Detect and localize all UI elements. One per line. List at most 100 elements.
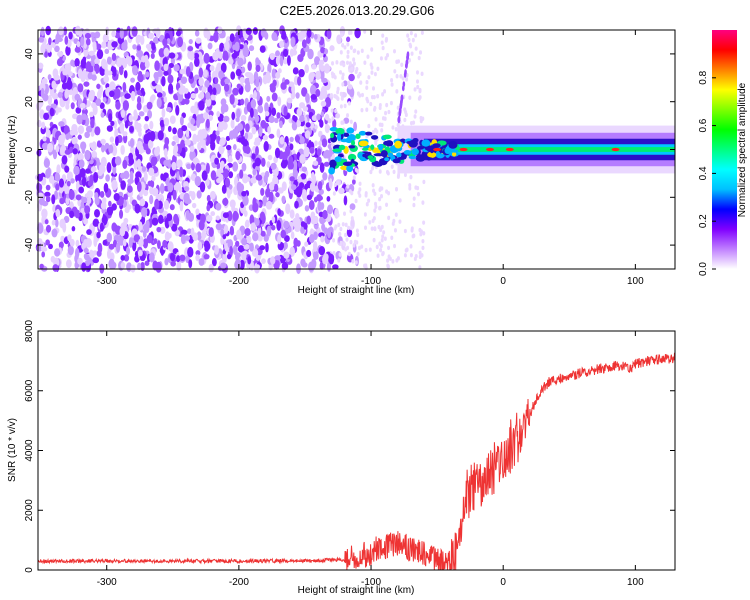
heatmap-cell: [418, 88, 422, 94]
heatmap-cell: [266, 161, 271, 168]
heatmap-cell: [45, 224, 52, 233]
heatmap-cell: [183, 88, 189, 94]
heatmap-cell: [276, 112, 281, 119]
heatmap-cell: [122, 100, 130, 111]
heatmap-cell: [250, 98, 257, 109]
heatmap-cell: [346, 42, 350, 47]
heatmap-cell: [364, 263, 368, 268]
heatmap-cell: [157, 214, 164, 224]
heatmap-cell: [185, 66, 191, 77]
heatmap-cell: [110, 120, 115, 127]
heatmap-cell: [166, 213, 173, 222]
heatmap-cell: [304, 205, 310, 212]
heatmap-cell: [275, 50, 280, 57]
heatmap-cell: [159, 183, 165, 194]
heatmap-cell: [338, 252, 342, 257]
heatmap-cell: [369, 169, 373, 175]
heatmap-cell: [317, 200, 322, 212]
heatmap-cell: [72, 148, 78, 155]
heatmap-cell: [172, 135, 180, 141]
heatmap-cell: [190, 173, 197, 182]
heatmap-cell: [365, 201, 369, 207]
heatmap-cell: [326, 150, 334, 157]
heatmap-cell: [387, 190, 391, 196]
heatmap-cell: [350, 190, 354, 196]
heatmap-cell: [229, 33, 235, 43]
heatmap-cell: [409, 30, 413, 36]
heatmap-cell: [320, 100, 327, 107]
heatmap-cell: [416, 84, 420, 90]
heatmap-cell: [352, 243, 356, 248]
heatmap-cell: [84, 254, 90, 261]
heatmap-cell: [85, 61, 92, 72]
heatmap-cell: [87, 179, 94, 187]
heatmap-cell: [92, 257, 100, 264]
heatmap-cell: [305, 92, 310, 104]
heatmap-cell: [383, 89, 387, 94]
heatmap-cell: [281, 195, 286, 204]
heatmap-cell: [206, 30, 211, 41]
heatmap-cell: [111, 203, 117, 211]
heatmap-cell: [65, 133, 70, 141]
heatmap-cell: [119, 227, 126, 237]
heatmap-cell: [381, 33, 385, 38]
heatmap-cell: [85, 125, 93, 133]
heatmap-cell: [37, 223, 44, 234]
heatmap-cell: [196, 231, 202, 241]
heatmap-cell: [144, 260, 150, 266]
heatmap-cell: [120, 109, 126, 119]
heatmap-cell: [168, 52, 176, 59]
heatmap-cell: [322, 209, 328, 220]
heatmap-cell: [391, 259, 395, 264]
heatmap-cell: [307, 48, 314, 60]
heatmap-cell: [240, 66, 246, 74]
heatmap-cell: [301, 166, 308, 172]
heatmap-cell: [157, 240, 161, 250]
heatmap-cell: [140, 207, 148, 218]
heatmap-cell: [199, 136, 204, 146]
heatmap-cell: [394, 127, 398, 132]
heatmap-cell: [103, 182, 109, 193]
heatmap-cell: [252, 232, 259, 242]
heatmap-cell: [67, 71, 73, 77]
heatmap-cell: [306, 249, 312, 258]
colorbar: 0.0 0.2 0.4 0.6 0.8 Normalized spectral ampl…: [698, 30, 748, 276]
snr-y-axis-label: SNR (10 * v/v): [7, 418, 18, 482]
heatmap-cell: [136, 102, 142, 111]
heatmap-cell: [180, 76, 188, 85]
heatmap-cell: [366, 54, 370, 59]
heatmap-cell: [237, 123, 244, 132]
heatmap-cell: [374, 201, 378, 207]
heatmap-cell: [334, 156, 342, 163]
heatmap-cell: [410, 226, 414, 231]
heatmap-cell: [373, 208, 377, 213]
heatmap-cell: [218, 146, 225, 155]
heatmap-cell: [193, 52, 200, 59]
heatmap-cell: [370, 70, 374, 75]
heatmap-cell: [137, 249, 143, 257]
heatmap-cell: [379, 194, 383, 199]
heatmap-cell: [386, 171, 390, 176]
heatmap-cell: [444, 147, 452, 155]
heatmap-cell: [149, 252, 155, 263]
heatmap-cell: [296, 107, 303, 117]
spectrogram-y-ticks: -40 -20 0 20 40: [24, 48, 675, 252]
heatmap-cell: [208, 114, 213, 121]
heatmap-cell: [76, 114, 83, 125]
heatmap-cell: [332, 250, 336, 256]
heatmap-cell: [236, 108, 241, 119]
heatmap-cell: [115, 136, 119, 147]
heatmap-cell: [81, 242, 86, 250]
heatmap-cell: [76, 41, 81, 48]
heatmap-cell: [164, 231, 171, 242]
heatmap-cell: [281, 158, 289, 167]
heatmap-cell: [106, 56, 112, 65]
heatmap-cell: [167, 241, 174, 252]
heatmap-cell: [429, 147, 434, 154]
heatmap-cell: [77, 152, 84, 162]
spectrogram-x-axis-label: Height of straight line (km): [298, 285, 415, 296]
heatmap-cell: [400, 62, 404, 68]
heatmap-cell: [113, 192, 120, 202]
heatmap-cell: [286, 55, 291, 66]
heatmap-cell: [129, 125, 134, 133]
